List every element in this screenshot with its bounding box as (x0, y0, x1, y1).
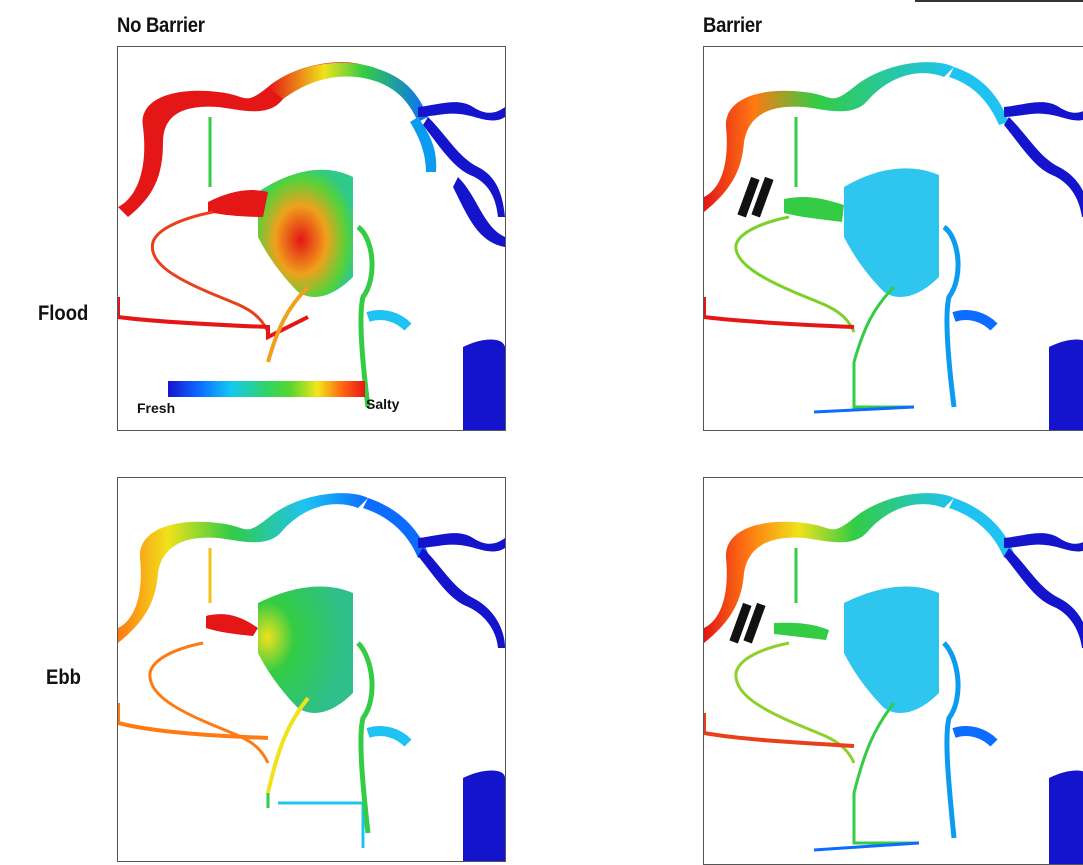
legend-label-salty: Salty (366, 396, 400, 412)
top-edge-line (915, 0, 1083, 2)
map-panel-barrier-flood (703, 46, 1083, 431)
row-label-ebb: Ebb (46, 666, 81, 689)
map-panel-no-barrier-flood (117, 46, 506, 431)
map-panel-barrier-ebb (703, 477, 1083, 865)
legend-label-fresh: Fresh (137, 400, 176, 416)
legend-color-bar (168, 381, 365, 397)
map-panel-no-barrier-ebb (117, 477, 506, 862)
column-header-no-barrier: No Barrier (117, 14, 205, 37)
column-header-barrier: Barrier (703, 14, 762, 37)
row-label-flood: Flood (38, 302, 89, 325)
